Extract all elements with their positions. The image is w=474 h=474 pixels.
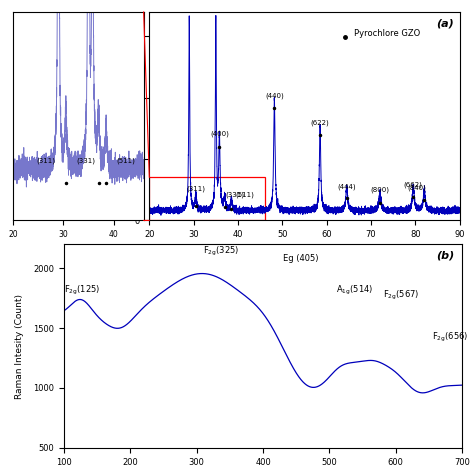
Text: (444): (444) [337, 183, 356, 190]
Text: (511): (511) [236, 191, 255, 198]
Text: (840): (840) [408, 184, 427, 191]
Text: (800): (800) [371, 187, 390, 193]
Text: $\mathregular{F_{2g}}$(125): $\mathregular{F_{2g}}$(125) [64, 284, 100, 297]
Y-axis label: Intensity (count): Intensity (count) [100, 79, 109, 154]
Text: (511): (511) [117, 157, 136, 164]
Text: $\mathregular{F_{2g}}$(656): $\mathregular{F_{2g}}$(656) [432, 330, 469, 344]
Text: Pyrochlore GZO: Pyrochlore GZO [354, 29, 420, 38]
Text: $\mathregular{F_{2g}}$(567): $\mathregular{F_{2g}}$(567) [383, 289, 419, 301]
Text: (311): (311) [36, 157, 55, 164]
X-axis label: 2θ (degree): 2θ (degree) [278, 245, 331, 254]
Bar [149, 177, 264, 220]
Text: (622): (622) [310, 119, 329, 126]
Text: (440): (440) [265, 92, 284, 99]
Text: (662): (662) [404, 182, 423, 188]
Text: (b): (b) [436, 250, 454, 260]
Text: (311): (311) [186, 186, 205, 192]
Text: Eg (405): Eg (405) [283, 254, 319, 263]
Text: (400): (400) [210, 130, 229, 137]
Text: (331): (331) [226, 191, 245, 198]
Y-axis label: Raman Intesity (Count): Raman Intesity (Count) [15, 293, 24, 399]
Text: (331): (331) [76, 157, 95, 164]
Text: (a): (a) [436, 18, 454, 28]
Text: $\mathregular{A_{1g}}$(514): $\mathregular{A_{1g}}$(514) [336, 284, 374, 297]
Text: $\mathregular{F_{2g}}$(325): $\mathregular{F_{2g}}$(325) [203, 246, 240, 258]
